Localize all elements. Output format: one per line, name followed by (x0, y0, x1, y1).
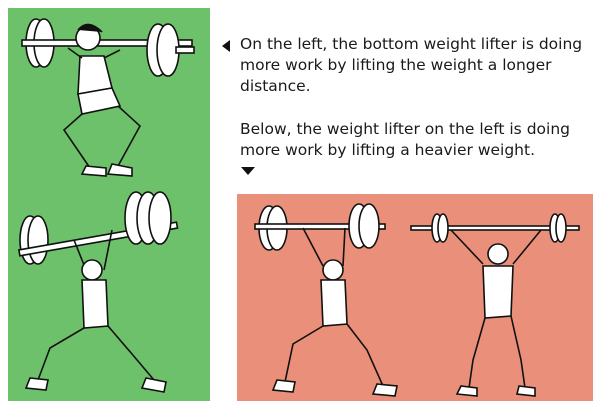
jerk-lifter-figure (17, 191, 179, 393)
light-lifter-figure (410, 213, 580, 397)
red-illustration-panel (237, 194, 593, 401)
arrow-left-icon (222, 40, 230, 52)
arrow-down-icon (241, 167, 255, 175)
green-illustration-panel (8, 8, 210, 401)
heavy-lifter-figure (254, 203, 398, 397)
lifters-weight-illustration (254, 203, 580, 397)
squat-lifter-figure (21, 18, 195, 177)
lifters-distance-illustration (17, 18, 195, 393)
caption-distance: On the left, the bottom weight lifter is… (240, 35, 583, 95)
caption-weight: Below, the weight lifter on the left is … (240, 120, 570, 159)
